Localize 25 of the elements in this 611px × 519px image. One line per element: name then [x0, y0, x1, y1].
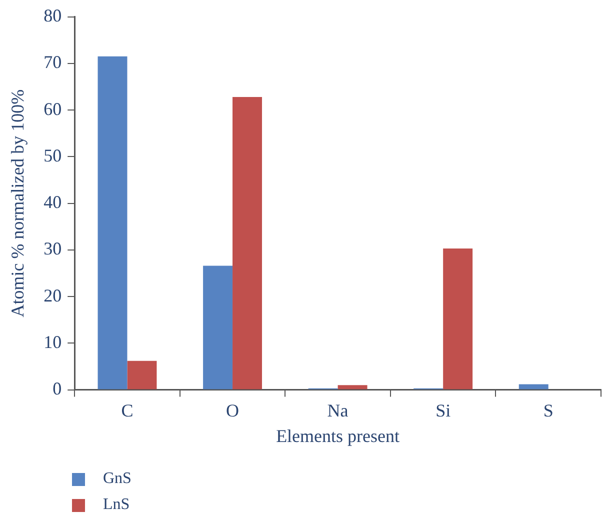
x-axis-title: Elements present — [276, 426, 400, 446]
y-tick-label: 0 — [52, 378, 62, 399]
y-tick-label: 80 — [44, 6, 62, 26]
legend-label: GnS — [103, 470, 132, 488]
y-tick-label: 60 — [44, 98, 62, 119]
bar — [98, 56, 128, 390]
bar — [443, 248, 473, 390]
x-tick-label: Si — [436, 400, 451, 420]
bar — [203, 266, 233, 390]
y-tick-label: 30 — [44, 238, 62, 259]
legend-label: LnS — [103, 496, 130, 514]
x-tick-label: O — [226, 400, 240, 420]
y-tick-label: 70 — [44, 52, 62, 72]
bar — [232, 96, 262, 390]
y-tick-label: 10 — [44, 332, 62, 352]
bar — [127, 360, 157, 390]
bar — [338, 385, 368, 390]
y-tick-label: 40 — [44, 192, 62, 212]
x-tick-label: C — [121, 400, 134, 420]
bar — [518, 384, 548, 390]
y-tick-label: 50 — [44, 145, 62, 166]
x-tick-label: Na — [327, 400, 348, 420]
y-axis-title: Atomic % normalized by 100% — [8, 89, 28, 318]
y-tick-label: 20 — [44, 285, 62, 306]
x-tick-label: S — [543, 400, 554, 420]
